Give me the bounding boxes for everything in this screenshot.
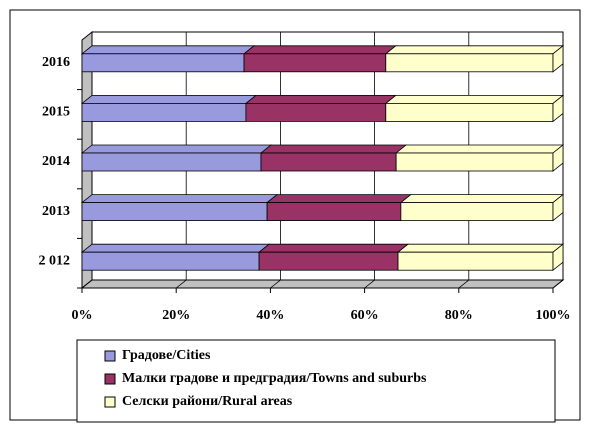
- bar-top: [257, 243, 410, 253]
- bar: [385, 53, 554, 73]
- legend-swatch: [104, 396, 116, 408]
- legend-box: [76, 339, 556, 423]
- grid-line: [552, 32, 564, 289]
- x-tick-label: 0%: [72, 308, 93, 323]
- x-tick-label: 40%: [256, 308, 284, 323]
- bar: [81, 202, 268, 222]
- bar: [400, 202, 554, 222]
- legend-swatch: [104, 350, 116, 362]
- y-tick-label: 2016: [42, 55, 70, 70]
- floor: [80, 279, 565, 289]
- bar-top: [395, 144, 565, 154]
- legend-label: Малки градове и предградия/Towns and sub…: [122, 371, 427, 386]
- x-tick-label: 20%: [162, 308, 190, 323]
- bar: [245, 103, 387, 122]
- bar-top: [384, 45, 565, 55]
- legend-label: Градове/Cities: [122, 348, 211, 363]
- bar-top: [399, 194, 565, 204]
- bar: [81, 103, 247, 122]
- bar-end: [552, 243, 564, 272]
- bar: [397, 251, 554, 271]
- bar-top: [80, 194, 279, 204]
- bar-top: [259, 144, 408, 154]
- bar: [260, 152, 397, 172]
- bar-top: [384, 95, 565, 104]
- legend-label: Селски райони/Rural areas: [122, 394, 293, 409]
- bar-end: [552, 144, 564, 172]
- x-tick-label: 80%: [445, 308, 473, 323]
- bar: [81, 152, 262, 172]
- bar-top: [396, 243, 565, 253]
- x-tick-label: 60%: [351, 308, 379, 323]
- bar: [258, 251, 399, 271]
- legend-swatch: [104, 373, 116, 385]
- bar: [81, 251, 260, 271]
- x-tick-label: 100%: [536, 308, 571, 323]
- bar: [81, 53, 245, 73]
- bar: [243, 53, 387, 73]
- bar: [266, 202, 402, 222]
- bar-top: [265, 194, 413, 204]
- bar-top: [242, 45, 397, 55]
- y-tick-label: 2 012: [39, 253, 71, 268]
- bar-end: [552, 94, 564, 123]
- bar-top: [80, 243, 271, 253]
- bar: [385, 103, 554, 122]
- bar-top: [244, 95, 397, 104]
- y-tick-label: 2014: [42, 154, 70, 169]
- bar: [395, 152, 554, 172]
- y-tick-label: 2013: [42, 204, 70, 219]
- bar-top: [80, 45, 256, 55]
- y-tick-label: 2015: [42, 105, 70, 120]
- bar-top: [80, 95, 258, 104]
- bar-end: [552, 44, 564, 73]
- bar-end: [552, 193, 564, 222]
- bar-top: [80, 144, 273, 154]
